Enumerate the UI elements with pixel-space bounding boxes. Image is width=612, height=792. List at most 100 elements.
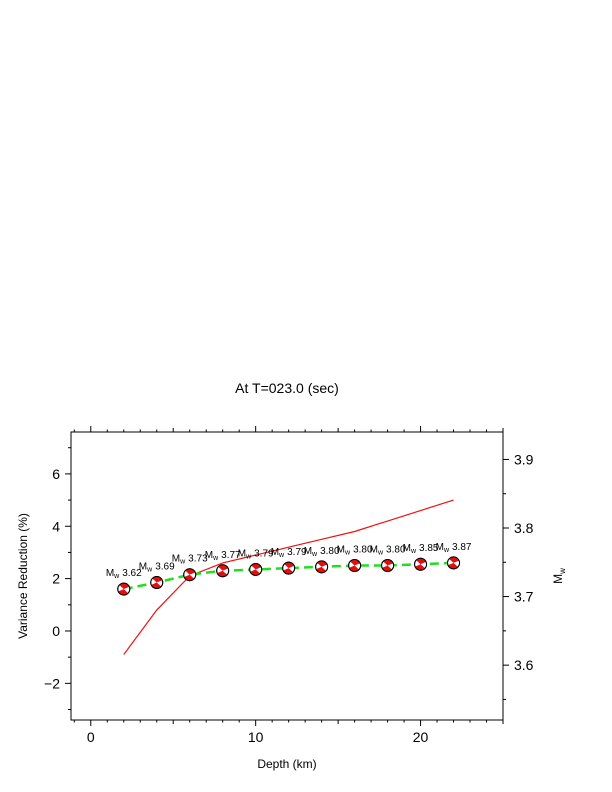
mw-label: Mw 3.79 [238,548,274,560]
mw-label-value: 3.85 [419,543,439,554]
focal-mechanism-marker [150,576,164,590]
y2-axis-label-main: M [551,574,565,584]
mw-label-sub: w [344,550,351,557]
x-axis-label: Depth (km) [257,757,316,771]
marker-compression-quadrant [250,569,261,576]
focal-mechanism-marker [348,559,362,573]
marker-compression-quadrant [448,562,458,569]
focal-mechanism-marker [414,557,428,571]
mw-label-sub: w [311,551,318,558]
mw-label-value: 3.80 [353,545,373,556]
y-tick-label: 6 [52,466,60,482]
mw-label-prefix: M [205,550,213,561]
marker-outline [447,556,461,570]
mw-label-sub: w [212,555,219,562]
mw-label-sub: w [278,552,285,559]
marker-compression-quadrant [151,582,162,589]
mw-label: Mw 3.79 [271,547,307,559]
focal-mechanism-marker [381,559,395,573]
marker-outline [282,561,296,575]
focal-mechanism-marker [447,556,461,570]
marker-compression-quadrant [350,559,361,566]
mw-label-prefix: M [304,546,312,557]
mw-label-value: 3.80 [386,545,406,556]
marker-compression-quadrant [251,563,262,570]
focal-mechanism-marker [315,560,329,574]
marker-compression-quadrant [317,560,328,567]
mw-label-prefix: M [238,548,246,559]
mw-label-sub: w [245,553,252,560]
marker-outline [315,560,329,574]
mw-label-value: 3.62 [122,568,142,579]
mw-label-sub: w [146,567,153,574]
data-lines [123,499,454,655]
mw-label-prefix: M [106,568,114,579]
marker-compression-quadrant [449,556,460,563]
marker-compression-quadrant [349,565,360,572]
marker-outline [150,576,164,590]
mw-label-prefix: M [337,545,345,556]
mw-label: Mw 3.62 [106,568,142,580]
mw-label-prefix: M [403,543,411,554]
marker-compression-quadrant [118,589,129,596]
variance_reduction-line [123,499,454,655]
y-tick-label: 0 [52,623,60,639]
x-tick-label: 0 [87,729,95,745]
plot-frame [70,431,504,721]
mw_curve-line [123,561,454,591]
axes: 0 10 20 −2 0 2 4 6 3.6 3.7 3.8 3.9 [44,426,534,745]
y2-tick-label: 3.6 [514,657,534,673]
mechanism-markers [117,556,461,596]
mw-label-sub: w [113,573,120,580]
mw-label-value: 3.73 [188,554,208,565]
marker-outline [183,568,197,582]
marker-outline [249,562,263,576]
mw-label: Mw 3.80 [370,545,406,557]
focal-mechanism-marker [216,564,230,578]
mw-label: Mw 3.87 [436,542,472,554]
focal-mechanism-marker [117,582,131,596]
marker-compression-quadrant [284,562,295,569]
focal-mechanism-marker [249,562,263,576]
marker-outline [117,582,131,596]
mw-label-sub: w [377,550,384,557]
focal-mechanism-marker [183,568,197,582]
marker-compression-quadrant [382,565,393,572]
focal-mechanism-marker [282,561,296,575]
mw-label-value: 3.79 [287,547,307,558]
y2-axis-label: Mw [551,568,567,584]
mw-label-sub: w [179,559,186,566]
mw-label: Mw 3.80 [304,546,340,558]
mw-label-prefix: M [436,542,444,553]
marker-outline [381,559,395,573]
mw-label-value: 3.87 [452,542,472,553]
y2-tick-label: 3.9 [514,451,534,467]
marker-outline [348,559,362,573]
marker-compression-quadrant [316,566,327,573]
marker-compression-quadrant [184,574,195,581]
y-axis-label: Variance Reduction (%) [16,513,30,639]
marker-outline [414,557,428,571]
marker-compression-quadrant [416,558,427,565]
marker-compression-quadrant [119,583,130,590]
mw-label-sub: w [410,548,417,555]
mw-label: Mw 3.69 [139,562,175,574]
y-tick-label: 2 [52,571,60,587]
mw-label-prefix: M [172,554,180,565]
marker-outline [216,564,230,578]
mw-label-prefix: M [139,562,147,573]
mw-label-prefix: M [271,547,279,558]
y2-tick-label: 3.7 [514,589,534,605]
marker-compression-quadrant [283,568,294,575]
y2-axis-label-sub: w [558,568,567,575]
marker-compression-quadrant [415,564,425,571]
mw-label-value: 3.80 [320,546,340,557]
mw-label: Mw 3.85 [403,543,439,555]
marker-compression-quadrant [383,559,394,566]
y2-tick-label: 3.8 [514,520,534,536]
mw-label-sub: w [443,547,450,554]
mw-label: Mw 3.73 [172,554,208,566]
mw-label-prefix: M [370,545,378,556]
